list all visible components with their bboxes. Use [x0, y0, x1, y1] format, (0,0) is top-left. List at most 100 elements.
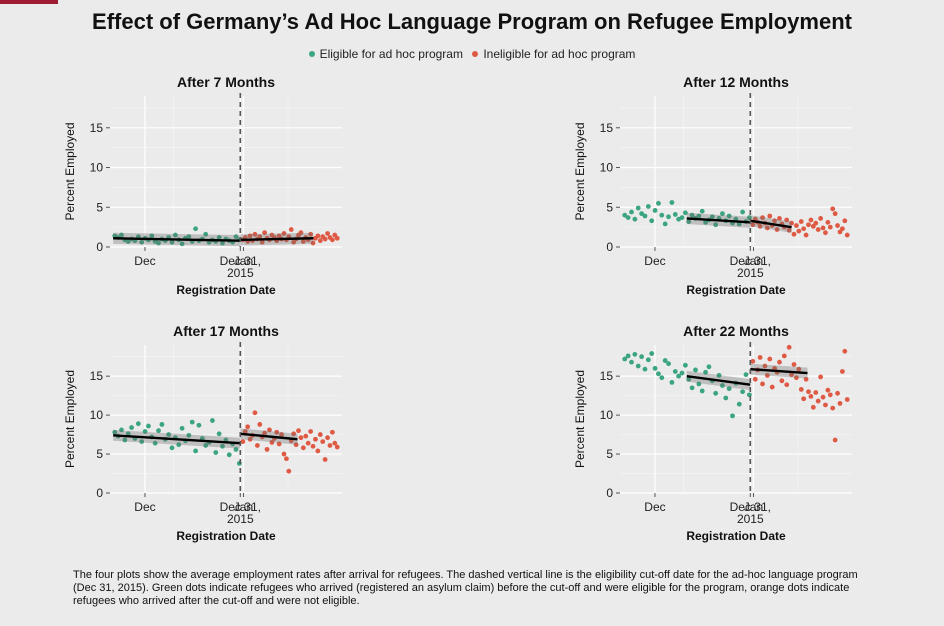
data-point-eligible: [193, 226, 198, 232]
x-tick-label: 2015: [227, 266, 254, 280]
data-point-ineligible: [750, 222, 756, 228]
y-tick-label: 10: [90, 408, 104, 422]
data-point-ineligible: [796, 366, 802, 372]
data-point-ineligible: [254, 443, 260, 448]
data-point-ineligible: [842, 218, 848, 224]
data-point-ineligible: [257, 422, 263, 427]
data-point-ineligible: [284, 456, 289, 462]
data-point-eligible: [149, 233, 155, 239]
x-tick-label: Jan: [744, 254, 763, 268]
data-point-eligible: [176, 442, 182, 448]
data-point-ineligible: [262, 430, 268, 436]
chart-title: After 7 Months: [177, 74, 275, 90]
data-point-ineligible: [305, 440, 311, 446]
data-point-ineligible: [252, 231, 258, 237]
data-point-eligible: [726, 213, 732, 219]
data-point-ineligible: [823, 230, 828, 236]
brand-accent-bar: [0, 0, 58, 4]
legend-eligible-label: Eligible for ad hoc program: [319, 47, 463, 61]
data-point-ineligible: [801, 396, 807, 402]
data-point-ineligible: [830, 206, 836, 212]
data-point-eligible: [233, 446, 239, 452]
data-point-ineligible: [317, 432, 323, 437]
data-point-ineligible: [839, 369, 845, 374]
data-point-eligible: [166, 432, 172, 437]
x-tick-label: Dec 31,: [220, 254, 261, 268]
data-point-eligible: [213, 450, 219, 455]
data-point-eligible: [125, 239, 131, 244]
data-point-ineligible: [813, 220, 819, 226]
x-tick-label: Jan: [234, 500, 253, 514]
data-point-ineligible: [257, 234, 263, 240]
data-point-ineligible: [827, 224, 833, 230]
data-point-ineligible: [267, 427, 272, 433]
data-point-ineligible: [781, 353, 787, 359]
data-point-eligible: [696, 381, 702, 387]
data-point-eligible: [196, 422, 202, 428]
data-point-ineligible: [823, 402, 828, 408]
data-point-eligible: [622, 212, 628, 218]
data-point-ineligible: [315, 448, 321, 454]
data-point-eligible: [139, 439, 145, 444]
data-point-ineligible: [262, 230, 268, 236]
data-point-ineligible: [322, 236, 328, 242]
data-point-eligible: [146, 423, 151, 429]
data-point-eligible: [226, 452, 232, 458]
x-axis-title: Registration Date: [686, 529, 786, 543]
data-point-ineligible: [767, 213, 773, 219]
data-point-ineligible: [798, 219, 804, 224]
data-point-ineligible: [825, 387, 831, 393]
data-point-eligible: [172, 232, 178, 238]
data-point-ineligible: [300, 239, 306, 244]
data-point-eligible: [662, 358, 668, 363]
y-tick-label: 0: [606, 486, 613, 500]
y-tick-label: 0: [96, 486, 103, 500]
data-point-ineligible: [808, 394, 814, 399]
data-point-ineligible: [320, 439, 326, 444]
regression-line: [686, 217, 751, 224]
data-point-eligible: [112, 429, 118, 435]
y-tick-label: 0: [96, 240, 103, 254]
data-point-ineligible: [784, 217, 790, 223]
legend-ineligible-swatch: [472, 51, 479, 57]
x-tick-label: Dec: [644, 254, 665, 268]
regression-line: [686, 374, 751, 386]
data-point-eligible: [686, 219, 692, 224]
y-tick-label: 0: [606, 240, 613, 254]
data-point-eligible: [723, 395, 729, 401]
data-point-ineligible: [308, 429, 314, 434]
data-point-eligible: [159, 422, 165, 427]
data-point-ineligible: [298, 230, 304, 236]
data-point-eligible: [632, 216, 638, 222]
data-point-eligible: [682, 210, 688, 216]
data-point-eligible: [659, 212, 665, 218]
data-point-eligible: [156, 428, 161, 434]
data-point-ineligible: [259, 239, 265, 245]
y-axis-title: Percent Employed: [63, 370, 77, 468]
data-point-ineligible: [325, 435, 330, 441]
legend-item-eligible: Eligible for ad hoc program: [308, 47, 463, 61]
data-point-ineligible: [752, 376, 758, 382]
data-point-eligible: [639, 354, 645, 360]
data-point-eligible: [666, 214, 671, 220]
data-point-ineligible: [769, 384, 775, 390]
legend-ineligible-label: Ineligible for ad hoc program: [483, 47, 636, 61]
data-point-ineligible: [844, 232, 850, 238]
data-point-eligible: [662, 221, 668, 227]
data-point-eligible: [703, 219, 708, 225]
data-point-ineligible: [837, 401, 843, 406]
data-point-ineligible: [296, 428, 301, 434]
y-tick-label: 15: [600, 121, 614, 135]
data-point-eligible: [669, 379, 675, 385]
data-point-ineligible: [815, 227, 821, 232]
data-point-eligible: [679, 215, 685, 220]
data-point-eligible: [716, 372, 722, 378]
data-point-ineligible: [808, 217, 814, 223]
regression-line: [113, 237, 241, 242]
data-point-ineligible: [750, 358, 756, 364]
data-point-ineligible: [334, 444, 340, 450]
data-point-eligible: [629, 359, 634, 365]
